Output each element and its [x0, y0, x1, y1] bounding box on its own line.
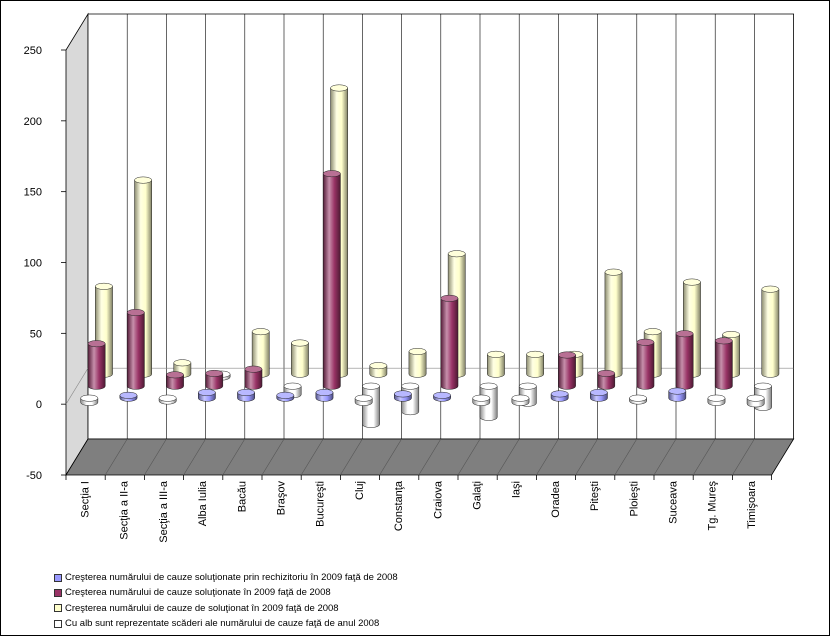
bar-solutionate-ploiesti: [636, 338, 655, 390]
legend-swatch: [54, 588, 62, 597]
bar-rechizitoriu-pitesti: [589, 389, 608, 402]
floor-gridline: [144, 438, 167, 476]
bar-de-solutionat-pitesti: [604, 268, 623, 378]
bar-rechizitoriu-cluj: [354, 394, 373, 406]
category-label: Constanţa: [393, 480, 405, 531]
bar-solutionate-bucuresti: [322, 170, 341, 390]
category-label: Ploieşti: [628, 481, 640, 516]
bar-solutionate-suceava: [675, 330, 694, 390]
floor-gridline: [418, 438, 442, 476]
bar-rechizitoriu-sectia-i: [80, 394, 99, 406]
bar-solutionate-sectia-a-ii-a: [126, 309, 145, 390]
category-label: Bucureşti: [315, 481, 327, 527]
bar-de-solutionat-iasi: [526, 350, 545, 378]
bar-rechizitoriu-timisoara: [746, 394, 765, 408]
bar-rechizitoriu-craiova: [433, 391, 451, 402]
bar-rechizitoriu-galati: [472, 394, 491, 406]
floor-gridline: [222, 438, 246, 476]
legend-swatch: [54, 619, 62, 628]
legend-label: Creşterea numărului de cauze de soluţion…: [65, 602, 339, 614]
floor-gridline: [183, 438, 206, 476]
bar-de-solutionat-constanta: [408, 348, 427, 378]
legend-item-decreases: Cu alb sunt reprezentate scăderi ale num…: [54, 616, 398, 631]
y-tick-label: 200: [24, 116, 42, 128]
category-label: Bacău: [236, 481, 248, 512]
bar-solutionate-bacau: [244, 365, 263, 390]
floor-gridline: [379, 438, 402, 476]
bar-rechizitoriu-sectia-a-iii-a: [158, 394, 177, 405]
legend-item-rechizitoriu: Creşterea numărului de cauze soluţionate…: [54, 570, 398, 585]
y-tick-label: 0: [36, 399, 42, 411]
bar-rechizitoriu-brasov: [276, 391, 295, 402]
bar-de-solutionat-brasov: [291, 339, 309, 378]
y-tick-label: 250: [24, 45, 42, 57]
legend-item-solutionate: Creşterea numărului de cauze soluţionate…: [54, 585, 398, 600]
floor-gridline: [300, 438, 324, 476]
legend-item-de-solutionat: Creşterea numărului de cauze de soluţion…: [54, 601, 398, 616]
category-label: Iaşi: [511, 481, 523, 498]
y-tick-label: -50: [26, 470, 42, 482]
legend-label: Creşterea numărului de cauze soluţionate…: [65, 572, 398, 584]
bar-rechizitoriu-tg-mures: [707, 394, 726, 406]
bar-rechizitoriu-iasi: [511, 394, 530, 406]
category-label: Alba Iulia: [197, 480, 209, 526]
bar-rechizitoriu-constanta: [393, 390, 412, 402]
floor-gridline: [653, 438, 677, 476]
category-label: Oradea: [550, 480, 562, 518]
bar-solutionate-sectia-i: [87, 340, 106, 390]
floor-gridline: [261, 438, 285, 476]
bar-rechizitoriu-alba-iulia: [197, 389, 216, 402]
category-label: Craiova: [432, 480, 444, 519]
floor-gridline: [104, 438, 128, 476]
floor-gridline: [575, 438, 598, 476]
floor-gridline: [457, 438, 481, 476]
y-tick-label: 100: [24, 258, 42, 270]
bar-solutionate-craiova: [440, 294, 459, 390]
bar-de-solutionat-galati: [487, 350, 505, 378]
legend-label: Creşterea numărului de cauze soluţionate…: [65, 587, 331, 599]
category-label: Piteşti: [589, 481, 601, 511]
bar-de-solutionat-timisoara: [761, 285, 780, 378]
chart-legend: Creşterea numărului de cauze soluţionate…: [54, 570, 398, 631]
category-label: Cluj: [354, 481, 366, 500]
bar-rechizitoriu-bucuresti: [315, 389, 334, 402]
floor-gridline: [536, 438, 559, 476]
category-label: Secţia a III-a: [158, 480, 170, 543]
left-wall: [65, 12, 89, 477]
category-label: Tg. Mureş: [707, 481, 719, 531]
bar-solutionate-oradea: [558, 351, 576, 390]
bar-solutionate-alba-iulia: [205, 369, 224, 390]
y-tick-label: 50: [30, 328, 42, 340]
y-tick-label: 150: [24, 187, 42, 199]
floor-gridline: [496, 438, 520, 476]
legend-label: Cu alb sunt reprezentate scăderi ale num…: [65, 618, 380, 630]
category-label: Secţia I: [80, 481, 92, 518]
floor-gridline: [614, 438, 638, 476]
floor-gridline: [340, 438, 363, 476]
category-label: Suceava: [668, 480, 680, 524]
bar-solutionate-tg-mures: [714, 337, 733, 390]
bar-rechizitoriu-bacau: [237, 389, 255, 402]
bar-rechizitoriu-ploiesti: [629, 394, 647, 405]
category-label: Secţia a II-a: [119, 480, 131, 540]
bar-solutionate-pitesti: [597, 369, 616, 390]
legend-swatch: [54, 573, 62, 582]
bar-solutionate-sectia-a-iii-a: [166, 371, 184, 390]
category-label: Timişoara: [746, 480, 758, 529]
category-label: Galaţi: [472, 481, 484, 510]
bar-rechizitoriu-oradea: [550, 390, 569, 402]
category-label: Braşov: [276, 481, 288, 516]
bar-de-solutionat-cluj: [369, 362, 388, 378]
bar-rechizitoriu-suceava: [668, 387, 687, 402]
legend-swatch: [54, 604, 62, 613]
floor-gridline: [692, 438, 716, 476]
floor-gridline: [732, 438, 755, 476]
bar-rechizitoriu-sectia-a-ii-a: [119, 391, 138, 402]
